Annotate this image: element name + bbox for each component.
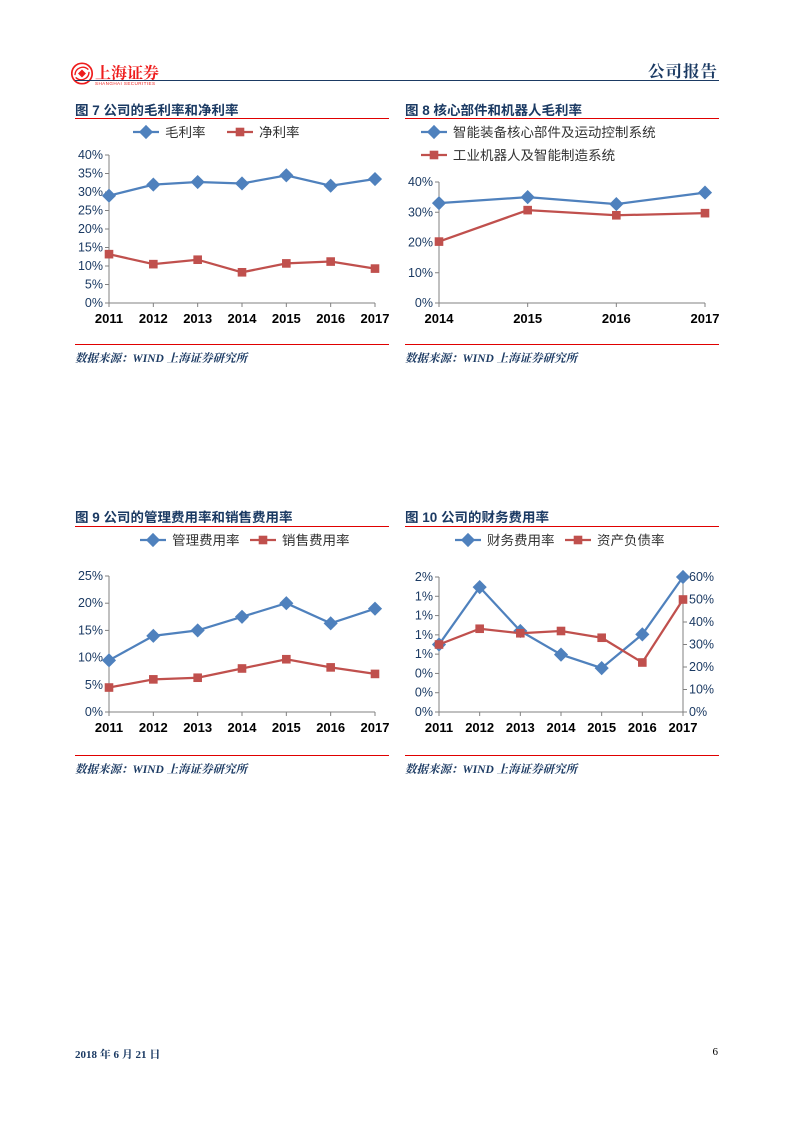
svg-text:20%: 20% bbox=[408, 236, 433, 250]
svg-text:2011: 2011 bbox=[95, 311, 123, 326]
svg-text:2017: 2017 bbox=[361, 311, 389, 326]
svg-text:25%: 25% bbox=[78, 204, 103, 218]
svg-text:40%: 40% bbox=[78, 148, 103, 162]
svg-text:2016: 2016 bbox=[628, 720, 657, 735]
svg-text:2016: 2016 bbox=[316, 720, 345, 735]
svg-text:2017: 2017 bbox=[361, 720, 389, 735]
svg-text:2014: 2014 bbox=[228, 720, 258, 735]
svg-text:2012: 2012 bbox=[139, 311, 168, 326]
svg-text:40%: 40% bbox=[689, 615, 714, 629]
svg-text:0%: 0% bbox=[415, 296, 433, 310]
svg-text:2%: 2% bbox=[415, 570, 433, 584]
svg-text:2012: 2012 bbox=[139, 720, 168, 735]
svg-text:2016: 2016 bbox=[316, 311, 345, 326]
svg-text:2017: 2017 bbox=[691, 311, 719, 326]
svg-text:1%: 1% bbox=[415, 628, 433, 642]
svg-text:毛利率: 毛利率 bbox=[165, 125, 206, 140]
svg-text:2015: 2015 bbox=[513, 311, 542, 326]
svg-text:30%: 30% bbox=[689, 638, 714, 652]
svg-text:50%: 50% bbox=[689, 593, 714, 607]
svg-text:2014: 2014 bbox=[425, 311, 455, 326]
svg-text:5%: 5% bbox=[85, 278, 103, 292]
svg-text:0%: 0% bbox=[415, 666, 433, 680]
svg-text:1%: 1% bbox=[415, 589, 433, 603]
svg-text:2011: 2011 bbox=[425, 720, 453, 735]
svg-text:工业机器人及智能制造系统: 工业机器人及智能制造系统 bbox=[453, 148, 615, 163]
svg-text:2013: 2013 bbox=[183, 311, 212, 326]
svg-text:1%: 1% bbox=[415, 647, 433, 661]
svg-text:管理费用率: 管理费用率 bbox=[172, 533, 240, 548]
svg-text:销售费用率: 销售费用率 bbox=[282, 533, 350, 548]
svg-text:10%: 10% bbox=[408, 266, 433, 280]
svg-text:10%: 10% bbox=[78, 259, 103, 273]
svg-text:20%: 20% bbox=[78, 222, 103, 236]
svg-text:SHANGHAI SECURITIES: SHANGHAI SECURITIES bbox=[95, 81, 155, 86]
svg-text:5%: 5% bbox=[85, 678, 103, 692]
svg-text:25%: 25% bbox=[78, 569, 103, 583]
svg-text:2016: 2016 bbox=[602, 311, 631, 326]
svg-text:2015: 2015 bbox=[272, 720, 301, 735]
svg-text:10%: 10% bbox=[689, 683, 714, 697]
svg-text:35%: 35% bbox=[78, 167, 103, 181]
svg-text:2011: 2011 bbox=[95, 720, 123, 735]
svg-text:2013: 2013 bbox=[506, 720, 535, 735]
svg-text:0%: 0% bbox=[415, 705, 433, 719]
svg-text:60%: 60% bbox=[689, 570, 714, 584]
svg-text:2013: 2013 bbox=[183, 720, 212, 735]
svg-text:2015: 2015 bbox=[587, 720, 616, 735]
svg-text:2014: 2014 bbox=[547, 720, 577, 735]
svg-text:10%: 10% bbox=[78, 651, 103, 665]
svg-text:2017: 2017 bbox=[669, 720, 698, 735]
svg-text:智能装备核心部件及运动控制系统: 智能装备核心部件及运动控制系统 bbox=[453, 125, 656, 140]
svg-text:40%: 40% bbox=[408, 175, 433, 189]
svg-text:0%: 0% bbox=[415, 686, 433, 700]
svg-text:0%: 0% bbox=[85, 296, 103, 310]
svg-text:0%: 0% bbox=[85, 705, 103, 719]
svg-text:0%: 0% bbox=[689, 705, 707, 719]
svg-text:1%: 1% bbox=[415, 609, 433, 623]
svg-text:30%: 30% bbox=[78, 185, 103, 199]
svg-text:15%: 15% bbox=[78, 623, 103, 637]
svg-text:资产负债率: 资产负债率 bbox=[597, 533, 665, 548]
svg-text:净利率: 净利率 bbox=[259, 125, 300, 140]
svg-text:20%: 20% bbox=[689, 660, 714, 674]
svg-text:2012: 2012 bbox=[465, 720, 494, 735]
svg-text:2014: 2014 bbox=[228, 311, 258, 326]
svg-text:15%: 15% bbox=[78, 241, 103, 255]
svg-text:20%: 20% bbox=[78, 596, 103, 610]
svg-text:2015: 2015 bbox=[272, 311, 301, 326]
svg-text:30%: 30% bbox=[408, 205, 433, 219]
svg-text:财务费用率: 财务费用率 bbox=[487, 533, 555, 548]
